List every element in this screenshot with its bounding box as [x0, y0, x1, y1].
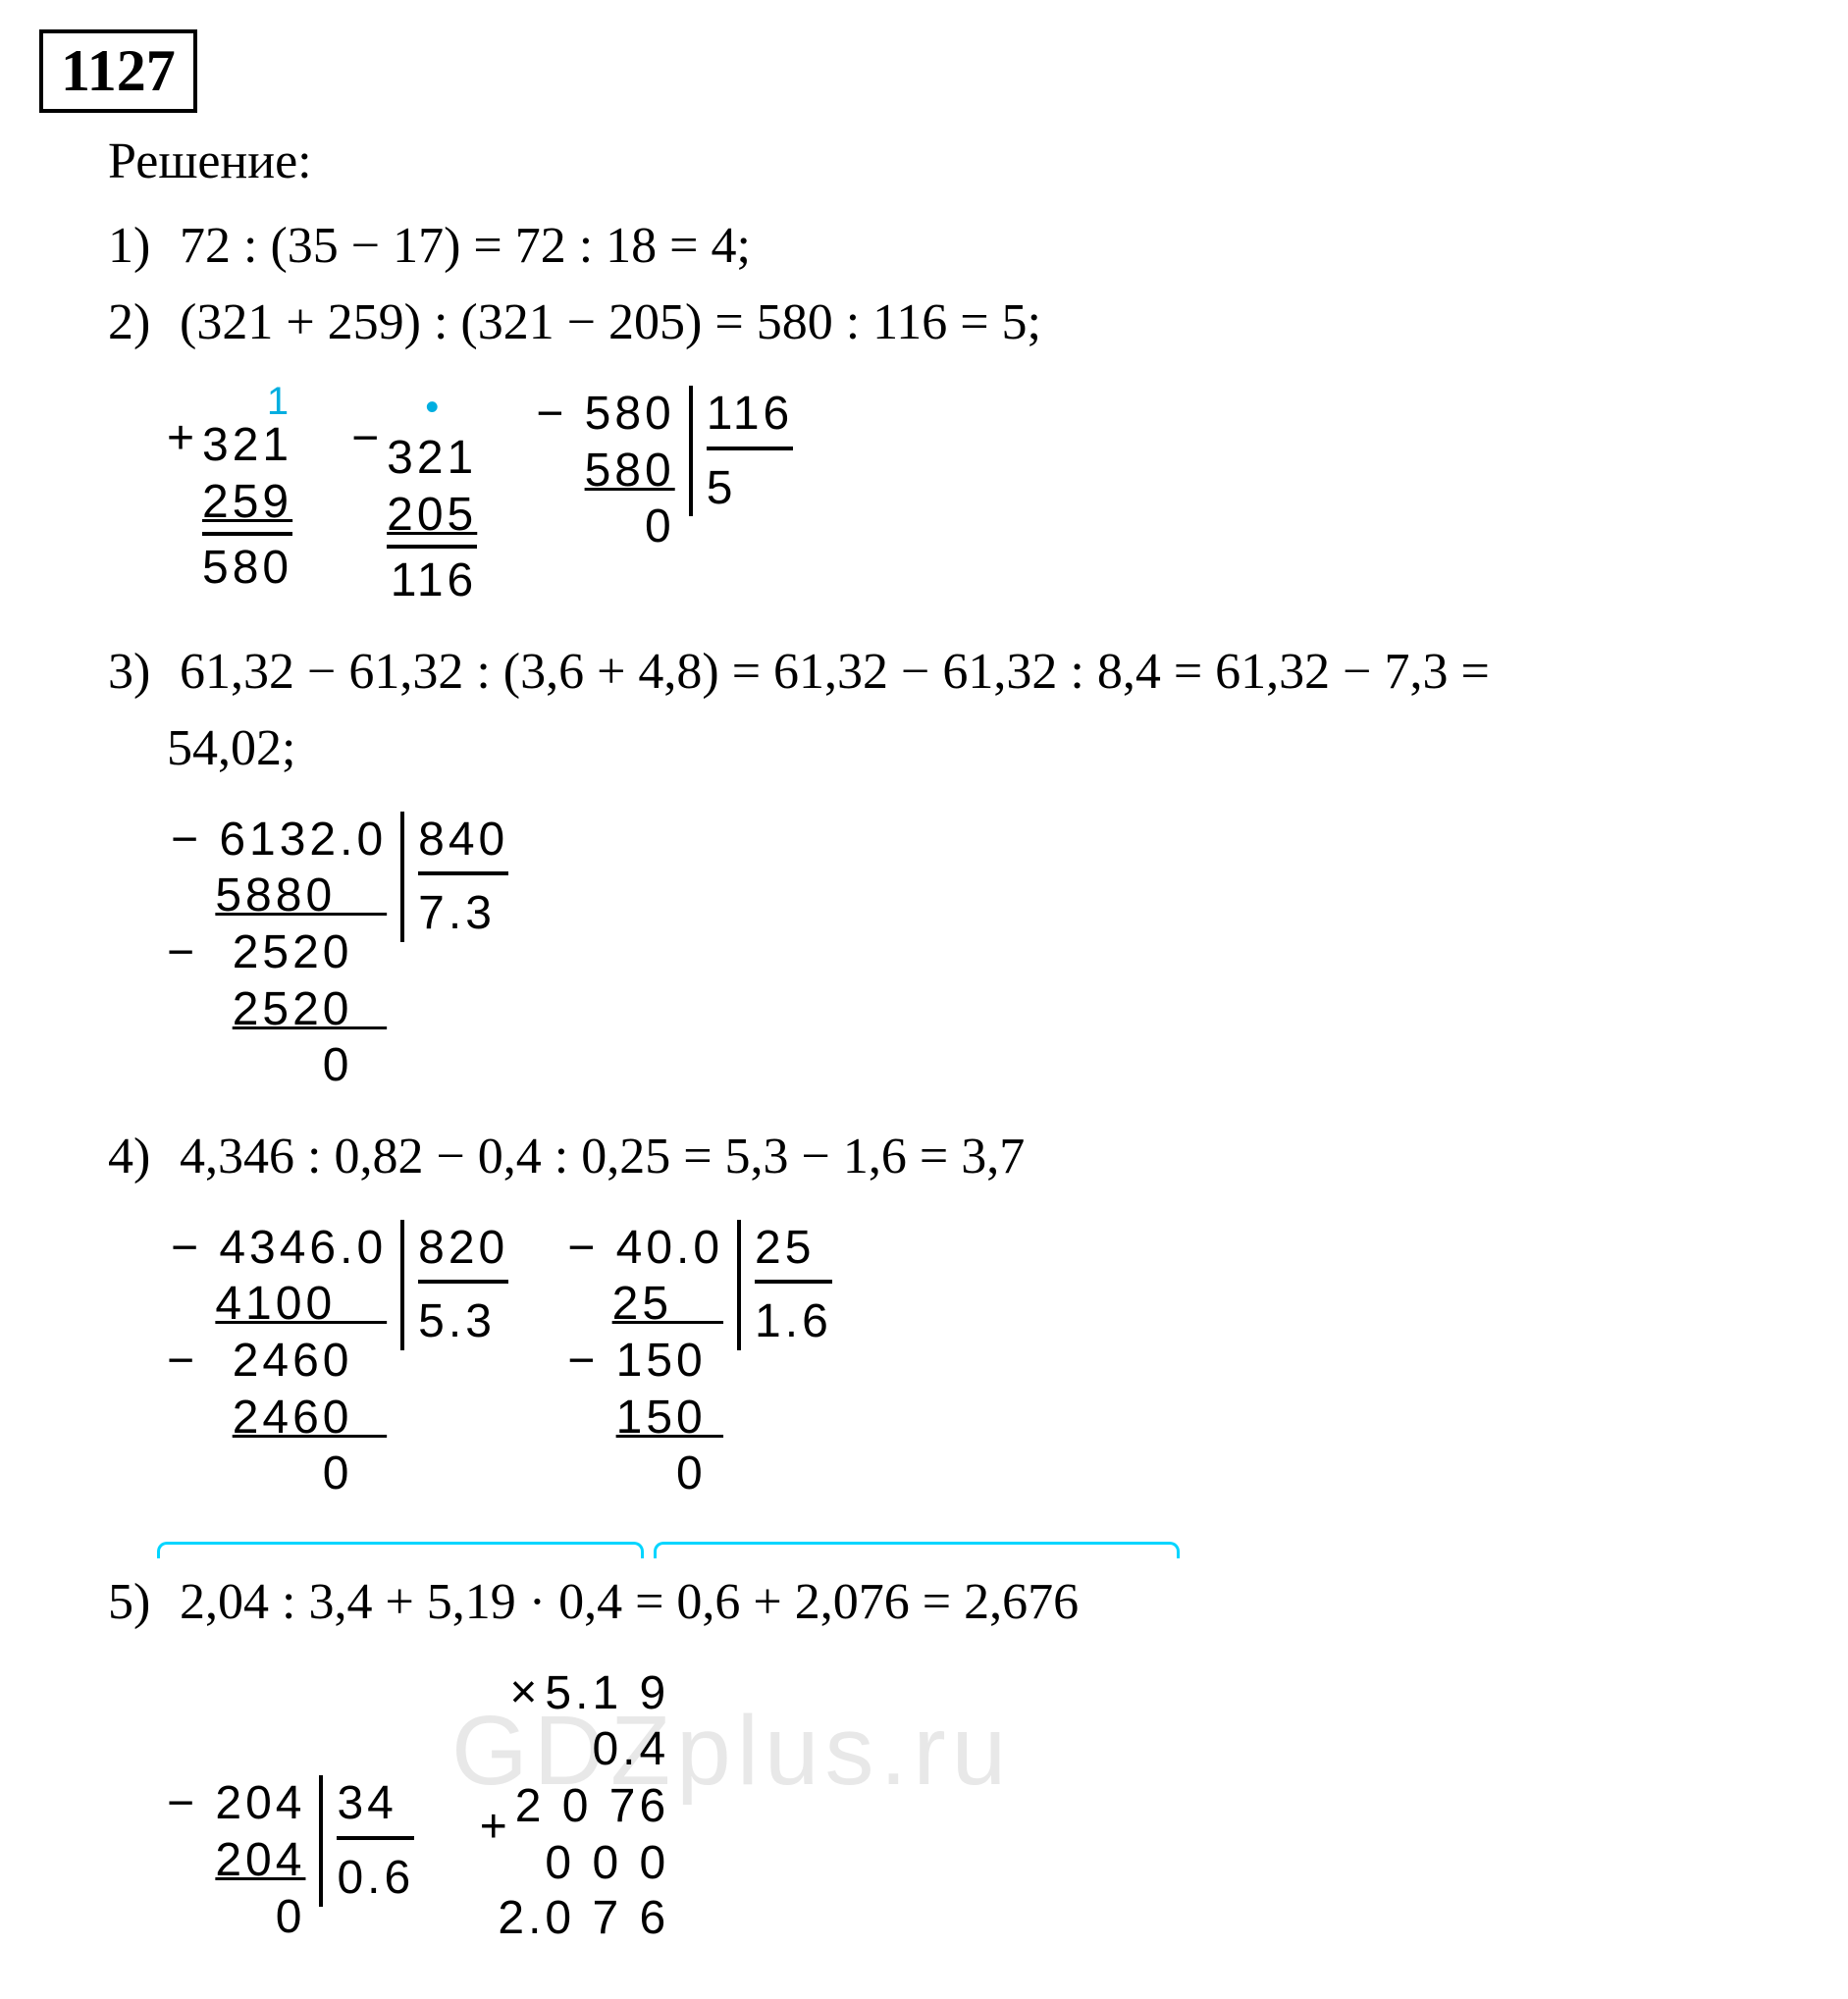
- expr-3a: 61,32 − 61,32 : (3,6 + 4,8) = 61,32 − 61…: [180, 644, 1490, 700]
- problem-number: 1127: [39, 29, 197, 113]
- borrow-dot: •: [387, 386, 477, 430]
- solution-line-2: 2) (321 + 259) : (321 − 205) = 580 : 116…: [108, 285, 1809, 361]
- ld5-divisor: 34: [337, 1775, 414, 1840]
- brace-left: [157, 1542, 644, 1558]
- ld5-quotient: 0.6: [337, 1840, 414, 1907]
- long-division-2: − 580 580 0 116 5: [536, 386, 793, 555]
- carry-digits: 1: [202, 386, 292, 417]
- difference: 116: [387, 552, 477, 609]
- ld2-divisor: 116: [707, 386, 794, 450]
- work-row-3: − 6132.0 5880 − 2520 2520 0 840 7.3: [167, 812, 1809, 1094]
- solution-line-3b: 54,02;: [167, 710, 1809, 787]
- ld3-l1: 5880: [167, 868, 387, 924]
- column-addition: + 1 321 259 580: [167, 386, 292, 597]
- sum: 580: [202, 540, 292, 597]
- long-division-4b: − 40.0 25 − 150 150 0 25 1.6: [567, 1220, 832, 1502]
- work-row-4: − 4346.0 4100 − 2460 2460 0 820 5.3 − 40…: [167, 1220, 1809, 1502]
- item-number-4: 4): [108, 1119, 167, 1195]
- ld5-l0: − 204: [167, 1775, 305, 1832]
- brace-row: [157, 1542, 1809, 1558]
- ld4a-divisor: 820: [418, 1220, 508, 1285]
- item-number-5: 5): [108, 1564, 167, 1641]
- times-sign: ×: [509, 1665, 537, 1719]
- addend-bot: 259: [202, 474, 292, 531]
- ld3-divisor: 840: [418, 812, 508, 876]
- minus-sign: −: [351, 386, 379, 465]
- expr-1: 72 : (35 − 17) = 72 : 18 = 4;: [180, 218, 751, 274]
- long-division-5: − 204 204 0 34 0.6: [167, 1775, 414, 1945]
- ld2-quotient: 5: [707, 450, 794, 517]
- ld4b-l4: 0: [567, 1446, 723, 1502]
- long-division-3: − 6132.0 5880 − 2520 2520 0 840 7.3: [167, 812, 508, 1094]
- expr-2: (321 + 259) : (321 − 205) = 580 : 116 = …: [180, 294, 1041, 350]
- ld3-l4: 0: [167, 1037, 387, 1094]
- ld2-l0: − 580: [536, 386, 674, 443]
- solution-line-1: 1) 72 : (35 − 17) = 72 : 18 = 4;: [108, 208, 1809, 285]
- plus-sign: +: [167, 386, 194, 465]
- solution-line-4: 4) 4,346 : 0,82 − 0,4 : 0,25 = 5,3 − 1,6…: [108, 1119, 1809, 1195]
- ld4b-l0: − 40.0: [567, 1220, 723, 1277]
- item-number-2: 2): [108, 285, 167, 361]
- ld3-quotient: 7.3: [418, 875, 508, 942]
- solution-line-3a: 3) 61,32 − 61,32 : (3,6 + 4,8) = 61,32 −…: [108, 634, 1809, 710]
- work-row-2: + 1 321 259 580 − • 321 205 116 − 580: [167, 386, 1809, 609]
- subtrahend: 205: [387, 487, 477, 544]
- ld3-l3: 2520: [167, 981, 387, 1038]
- column-multiplication: × 5.1 9 0.4 + 2 0 76 0 0 0: [473, 1665, 669, 1945]
- long-division-4a: − 4346.0 4100 − 2460 2460 0 820 5.3: [167, 1220, 508, 1502]
- mult-bot: 0.4: [545, 1721, 669, 1778]
- ld4a-quotient: 5.3: [418, 1284, 508, 1350]
- ld4a-l3: 2460: [167, 1390, 387, 1447]
- ld2-l2: 0: [536, 499, 674, 555]
- ld4a-l0: − 4346.0: [167, 1220, 387, 1277]
- item-number-3: 3): [108, 634, 167, 710]
- solution-label: Решение:: [108, 132, 1809, 190]
- ld4b-quotient: 1.6: [755, 1284, 832, 1350]
- mult-partial-2: 0 0 0: [515, 1835, 669, 1892]
- item-number-1: 1): [108, 208, 167, 285]
- ld4b-l1: 25: [567, 1276, 723, 1333]
- mult-top: 5.1 9: [545, 1665, 669, 1722]
- brace-right: [654, 1542, 1180, 1558]
- ld4a-l2: − 2460: [167, 1333, 387, 1390]
- ld3-l0: − 6132.0: [167, 812, 387, 868]
- ld5-l2: 0: [167, 1889, 305, 1946]
- expr-4: 4,346 : 0,82 − 0,4 : 0,25 = 5,3 − 1,6 = …: [180, 1129, 1025, 1184]
- addend-top: 321: [202, 417, 292, 474]
- ld2-l1: 580: [536, 443, 674, 500]
- ld4b-l2: − 150: [567, 1333, 723, 1390]
- mult-result: 2.0 7 6: [498, 1891, 669, 1945]
- ld4a-l1: 4100: [167, 1276, 387, 1333]
- column-subtraction: − • 321 205 116: [351, 386, 477, 609]
- ld4b-divisor: 25: [755, 1220, 832, 1285]
- expr-3b: 54,02;: [167, 720, 295, 776]
- ld4b-l3: 150: [567, 1390, 723, 1447]
- ld3-l2: − 2520: [167, 924, 387, 981]
- mult-partial-1: 2 0 76: [515, 1778, 669, 1835]
- solution-line-5: 5) 2,04 : 3,4 + 5,19 · 0,4 = 0,6 + 2,076…: [108, 1564, 1809, 1641]
- work-row-5: − 204 204 0 34 0.6 × 5.1 9 0.4: [167, 1665, 1809, 1945]
- minuend: 321: [387, 430, 477, 487]
- plus-sign-partials: +: [480, 1778, 507, 1854]
- ld4a-l4: 0: [167, 1446, 387, 1502]
- expr-5: 2,04 : 3,4 + 5,19 · 0,4 = 0,6 + 2,076 = …: [180, 1574, 1079, 1630]
- ld5-l1: 204: [167, 1832, 305, 1889]
